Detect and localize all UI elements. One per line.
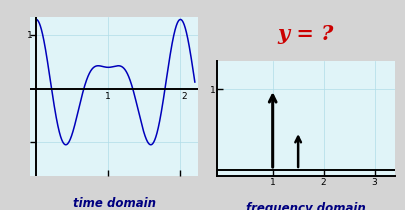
Text: 2: 2 xyxy=(182,92,188,101)
Text: frequency domain: frequency domain xyxy=(246,202,366,210)
Text: 1: 1 xyxy=(105,92,111,101)
Text: y = ?: y = ? xyxy=(277,24,334,44)
Text: time domain: time domain xyxy=(73,197,156,210)
Text: 1: 1 xyxy=(27,31,32,40)
